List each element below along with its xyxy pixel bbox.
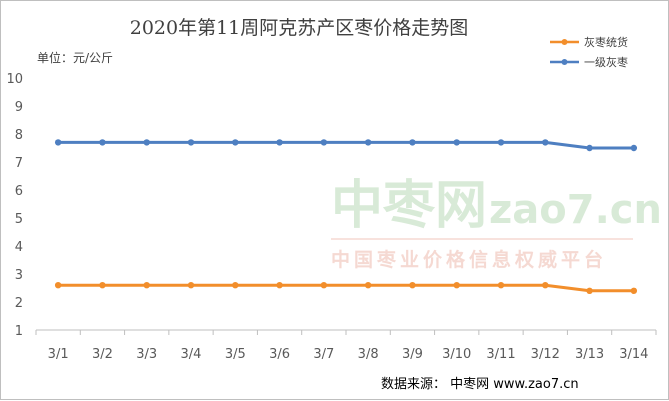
- data-point: [232, 282, 239, 289]
- x-tick-label: 3/5: [225, 347, 246, 362]
- data-point: [586, 287, 593, 294]
- data-point: [143, 282, 150, 289]
- data-point: [586, 144, 593, 152]
- watermark-domain: zao7.cn: [489, 187, 662, 233]
- data-point: [453, 282, 460, 289]
- data-point: [364, 139, 372, 146]
- series-1: [54, 282, 638, 294]
- legend-swatch-marker: [561, 59, 568, 65]
- x-tick-label: 3/3: [136, 347, 157, 362]
- data-point: [409, 282, 416, 289]
- data-point: [364, 282, 372, 289]
- x-tick-label: 3/13: [575, 347, 604, 362]
- legend-item: 一级灰枣: [550, 55, 628, 69]
- axes: 1 2 3 4 5 6 7 8 9 10 3/1 3/2 3/3 3/4 3/5 3/6 3/7 3/8 3/9 3/…: [6, 72, 657, 362]
- data-point: [630, 287, 638, 294]
- y-tick-label: 3: [15, 268, 23, 283]
- data-point: [409, 139, 416, 146]
- legend-label: 一级灰枣: [584, 55, 628, 69]
- x-tick-label: 3/14: [619, 347, 648, 362]
- data-point: [497, 139, 505, 146]
- y-tick-label: 10: [6, 72, 23, 87]
- x-tick-label: 3/7: [313, 347, 334, 362]
- y-tick-label: 1: [15, 324, 23, 339]
- data-point: [54, 139, 62, 146]
- data-point: [232, 139, 239, 146]
- x-tick-label: 3/2: [92, 347, 113, 362]
- watermark-slogan: 中国枣业价格信息权威平台: [331, 248, 607, 271]
- x-tick-label: 3/6: [269, 347, 290, 362]
- data-point: [320, 282, 328, 289]
- series-line: [58, 140, 634, 150]
- data-point: [453, 139, 460, 146]
- data-point: [276, 282, 283, 289]
- data-point: [143, 139, 150, 146]
- data-point: [99, 139, 106, 146]
- y-tick-label: 2: [15, 296, 23, 311]
- data-point: [542, 139, 549, 146]
- data-point: [320, 139, 328, 146]
- x-tick-label: 3/1: [48, 347, 69, 362]
- x-tick-label: 3/12: [531, 347, 560, 362]
- x-tick-label: 3/11: [486, 347, 515, 362]
- data-point: [630, 144, 638, 152]
- y-tick-label: 4: [15, 240, 23, 255]
- chart-title: 2020年第11周阿克苏产区枣价格走势图: [130, 17, 469, 39]
- series-2: [54, 139, 638, 152]
- x-tick-label: 3/10: [442, 347, 471, 362]
- y-tick-label: 7: [15, 156, 23, 171]
- data-point: [542, 282, 549, 289]
- watermark-main: 中枣网: [331, 176, 487, 236]
- watermark: 中枣网 zao7.cn 中国枣业价格信息权威平台: [331, 176, 662, 271]
- legend-item: 灰枣统货: [550, 35, 628, 49]
- y-tick-label: 6: [15, 184, 23, 199]
- series-line: [58, 283, 634, 293]
- data-point: [276, 139, 283, 146]
- x-tick-label: 3/4: [181, 347, 202, 362]
- source-text: 数据来源： 中枣网 www.zao7.cn: [381, 377, 579, 392]
- data-point: [99, 282, 106, 289]
- y-tick-label: 5: [15, 212, 23, 227]
- series-layer: [54, 139, 638, 294]
- data-point: [187, 282, 195, 289]
- data-point: [497, 282, 505, 289]
- legend-swatch-marker: [561, 39, 568, 45]
- x-tick-label: 3/8: [358, 347, 379, 362]
- y-tick-label: 9: [15, 100, 23, 115]
- x-tick-label: 3/9: [402, 347, 423, 362]
- legend-label: 灰枣统货: [584, 35, 628, 49]
- unit-label: 单位：元/公斤: [37, 50, 113, 65]
- data-point: [54, 282, 62, 289]
- data-point: [187, 139, 195, 146]
- y-tick-label: 8: [15, 128, 23, 143]
